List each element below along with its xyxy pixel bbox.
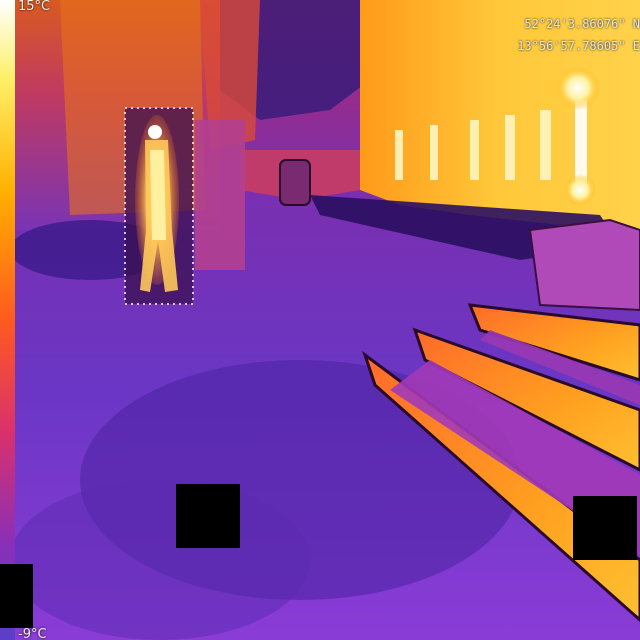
temperature-min-label: -9°C (18, 627, 47, 640)
gps-longitude: 13°56'57.78605" E (517, 39, 640, 53)
redaction-box (573, 496, 637, 560)
gps-latitude: 52°24'3.86076" N (524, 17, 640, 31)
redaction-box (0, 564, 33, 628)
redaction-box (176, 484, 240, 548)
temperature-max-label: 15°C (18, 0, 51, 14)
